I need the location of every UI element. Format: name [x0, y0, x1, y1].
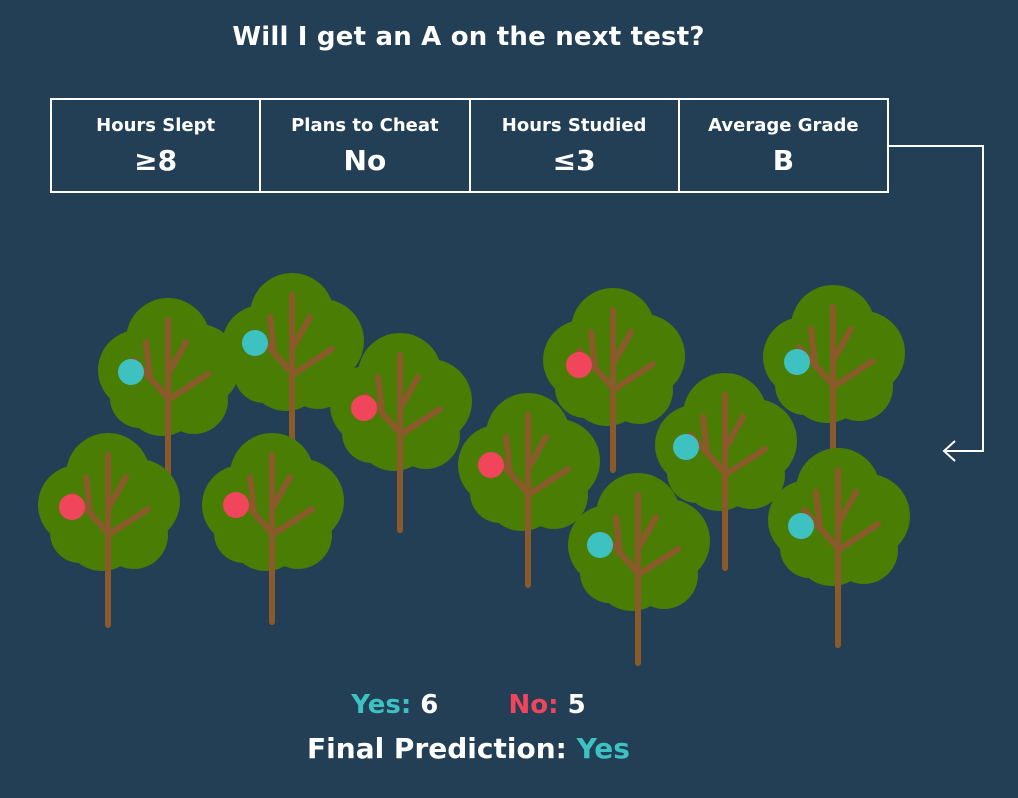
- tree: [768, 448, 910, 648]
- tree: [330, 333, 472, 533]
- flow-arrow-line: [889, 145, 984, 452]
- feature-table: Hours Slept ≥8 Plans to Cheat No Hours S…: [50, 98, 889, 193]
- tree: [202, 433, 344, 625]
- no-label: No:: [508, 690, 559, 720]
- tree-trunk: [796, 304, 876, 463]
- tree: [222, 273, 364, 453]
- tree: [543, 288, 685, 473]
- yes-count: 6: [420, 690, 439, 720]
- vote-yes-dot: [673, 434, 699, 460]
- tree: [655, 373, 797, 571]
- feature-label: Hours Slept: [96, 114, 216, 136]
- page-title: Will I get an A on the next test?: [232, 22, 705, 52]
- feature-average-grade: Average Grade B: [680, 100, 887, 191]
- vote-tally: Yes: 6 No: 5: [0, 690, 937, 720]
- feature-hours-slept: Hours Slept ≥8: [52, 100, 262, 191]
- prediction-value: Yes: [576, 732, 630, 765]
- flow-arrow-head: [942, 440, 956, 462]
- feature-label: Hours Studied: [501, 114, 647, 136]
- feature-value: ≤3: [552, 143, 596, 177]
- vote-yes-dot: [242, 330, 268, 356]
- tree-foliage: [763, 285, 905, 423]
- tree: [98, 298, 240, 478]
- vote-yes-dot: [118, 359, 144, 385]
- tree: [763, 285, 905, 463]
- vote-yes-dot: [788, 513, 814, 539]
- tree-foliage: [458, 393, 600, 531]
- vote-no-dot: [566, 352, 592, 378]
- feature-value: No: [343, 143, 387, 177]
- feature-plans-to-cheat: Plans to Cheat No: [261, 100, 471, 191]
- tree: [458, 393, 600, 588]
- vote-yes-dot: [587, 532, 613, 558]
- feature-label: Average Grade: [708, 114, 859, 136]
- vote-no-dot: [223, 492, 249, 518]
- tree-trunk: [491, 412, 571, 588]
- no-count: 5: [567, 690, 586, 720]
- feature-label: Plans to Cheat: [291, 114, 439, 136]
- prediction-label: Final Prediction:: [307, 732, 567, 765]
- trees-group: [38, 273, 910, 666]
- vote-no-dot: [351, 395, 377, 421]
- tree: [568, 473, 710, 666]
- yes-label: Yes:: [351, 690, 412, 720]
- final-prediction: Final Prediction: Yes: [0, 732, 937, 765]
- vote-no-dot: [59, 494, 85, 520]
- feature-hours-studied: Hours Studied ≤3: [471, 100, 680, 191]
- vote-yes-dot: [784, 349, 810, 375]
- feature-value: ≥8: [134, 143, 178, 177]
- tree: [38, 433, 180, 628]
- feature-value: B: [772, 143, 795, 177]
- vote-no-dot: [478, 452, 504, 478]
